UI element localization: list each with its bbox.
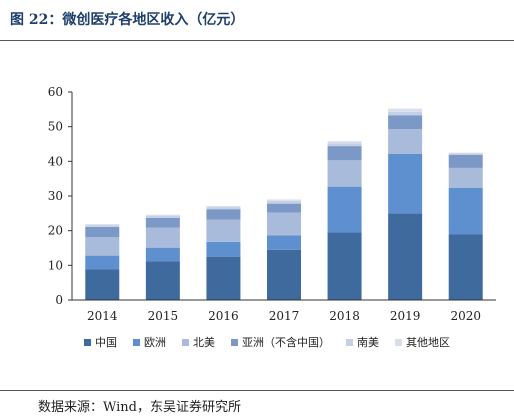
bar-segment	[206, 206, 241, 208]
bar-segment	[388, 129, 423, 154]
legend-label: 其他地区	[406, 336, 450, 349]
bar-segment	[145, 214, 180, 216]
bar-segment	[327, 143, 362, 147]
bar-segment	[267, 200, 301, 204]
bar-segment	[267, 249, 301, 300]
bar-segment	[206, 256, 241, 300]
y-tick-label: 40	[48, 154, 63, 168]
stacked-bar-chart: 0 10 20 30 40 50 60 2014 2015 2016 2017 2018 2019 202…	[48, 85, 496, 349]
bar-segment	[267, 203, 301, 213]
bar-segment	[145, 227, 180, 248]
legend-swatch	[182, 339, 189, 346]
bar-segment	[145, 261, 180, 300]
x-tick-label: 2020	[450, 309, 481, 323]
legend-label: 亚洲（不含中国）	[242, 335, 330, 349]
top-rule	[0, 40, 514, 41]
bar-segment	[145, 215, 180, 218]
bar-segment	[448, 167, 483, 188]
bar-segment	[267, 199, 301, 201]
bar-segment	[85, 255, 120, 270]
bottom-rule	[0, 390, 514, 391]
bar-segment	[388, 213, 423, 300]
y-tick-label: 50	[48, 120, 63, 134]
legend-swatch	[133, 339, 140, 346]
legend-label: 南美	[357, 336, 379, 349]
bar-segment	[267, 235, 301, 250]
bar-segment	[267, 212, 301, 236]
bar-segment	[388, 153, 423, 214]
bar-segment	[327, 232, 362, 300]
x-tick-label: 2016	[208, 309, 239, 323]
bar-segment	[145, 217, 180, 228]
bar-segment	[388, 111, 423, 116]
bar-segment	[85, 269, 120, 300]
bar-segment	[448, 187, 483, 235]
y-tick-label: 10	[48, 258, 63, 272]
legend-swatch	[346, 339, 353, 346]
x-tick-label: 2018	[329, 309, 360, 323]
bar-segment	[206, 241, 241, 257]
bar-segment	[327, 186, 362, 233]
figure-title: 图 22：微创医疗各地区收入（亿元）	[10, 12, 245, 28]
bar-segment	[327, 146, 362, 161]
bar-segment	[85, 237, 120, 256]
x-tick-label: 2019	[390, 309, 421, 323]
bar-segment	[206, 219, 241, 242]
y-tick-label: 0	[55, 293, 63, 307]
bar-segment	[85, 224, 120, 226]
bar-segment	[327, 141, 362, 144]
y-tick-label: 20	[48, 224, 63, 238]
x-tick-label: 2015	[148, 309, 179, 323]
bar-segment	[206, 207, 241, 210]
bar-segment	[448, 234, 483, 300]
legend-swatch	[395, 339, 402, 346]
legend-swatch	[231, 339, 238, 346]
legend-swatch	[84, 339, 91, 346]
x-tick-label: 2017	[269, 309, 300, 323]
bar-segment	[327, 160, 362, 187]
bar-segment	[85, 225, 120, 227]
bar-segment	[388, 115, 423, 130]
legend-label: 北美	[193, 336, 215, 349]
bar-segment	[206, 209, 241, 220]
y-tick-label: 60	[48, 85, 63, 99]
bar-segment	[145, 247, 180, 262]
y-tick-label: 30	[48, 189, 63, 203]
bar-segment	[85, 226, 120, 238]
legend-label: 中国	[95, 336, 117, 349]
source-note: 数据来源：Wind，东吴证券研究所	[38, 400, 241, 415]
legend-label: 欧洲	[144, 336, 166, 349]
bar-segment	[448, 154, 483, 168]
bar-segment	[448, 153, 483, 155]
bar-segment	[388, 108, 423, 112]
x-tick-label: 2014	[87, 309, 118, 323]
bar-segment	[448, 152, 483, 154]
